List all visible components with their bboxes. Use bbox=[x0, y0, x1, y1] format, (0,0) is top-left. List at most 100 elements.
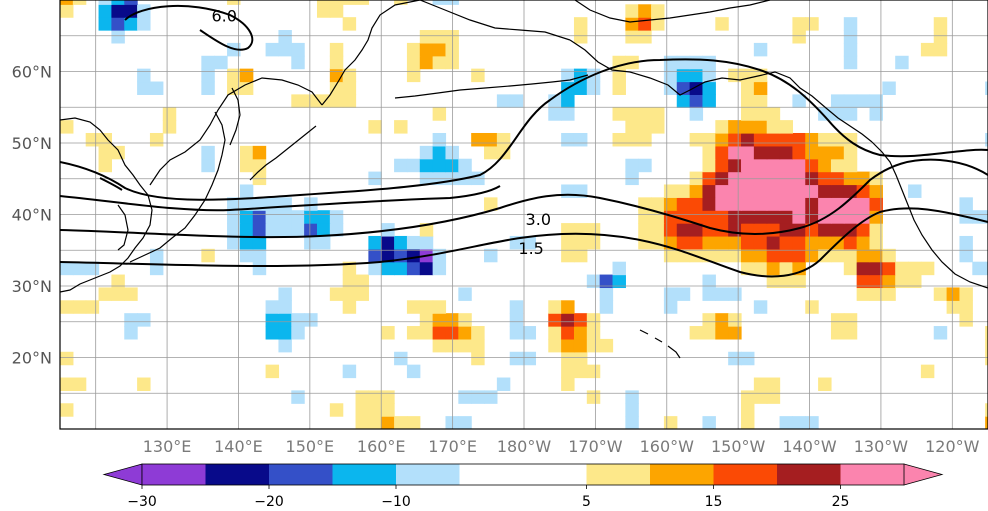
anomaly-cell bbox=[329, 55, 344, 70]
anomaly-cell bbox=[779, 158, 794, 173]
anomaly-cell bbox=[663, 287, 678, 301]
anomaly-cell bbox=[291, 390, 305, 404]
anomaly-cell bbox=[124, 17, 138, 31]
anomaly-cell bbox=[933, 326, 948, 340]
anomaly-cell bbox=[741, 81, 755, 95]
anomaly-cell bbox=[201, 145, 215, 160]
anomaly-cell bbox=[406, 300, 421, 314]
anomaly-cell bbox=[381, 326, 395, 340]
anomaly-cell bbox=[124, 0, 138, 5]
anomaly-cell bbox=[445, 42, 459, 57]
anomaly-cell bbox=[124, 313, 138, 327]
anomaly-cell bbox=[792, 171, 806, 186]
longitude-label: 130°E bbox=[143, 437, 192, 456]
anomaly-cell bbox=[419, 300, 434, 314]
anomaly-cell bbox=[432, 145, 447, 160]
colorbar-frame bbox=[141, 463, 905, 486]
anomaly-cell bbox=[278, 30, 292, 44]
anomaly-cell bbox=[239, 145, 254, 160]
anomaly-cell bbox=[818, 184, 832, 198]
anomaly-cell bbox=[60, 377, 74, 391]
anomaly-cell bbox=[162, 120, 177, 134]
anomaly-cell bbox=[342, 287, 357, 301]
colorbar-bin bbox=[205, 464, 270, 485]
anomaly-cell bbox=[651, 197, 665, 211]
anomaly-cell bbox=[599, 338, 614, 353]
anomaly-cell bbox=[85, 300, 100, 314]
anomaly-cell bbox=[766, 210, 781, 224]
anomaly-cell bbox=[432, 248, 447, 263]
anomaly-cell bbox=[522, 351, 537, 366]
anomaly-cell bbox=[663, 81, 678, 95]
anomaly-cell bbox=[959, 235, 973, 250]
anomaly-cell bbox=[625, 403, 639, 417]
anomaly-cell bbox=[573, 235, 588, 250]
anomaly-cell bbox=[60, 261, 74, 276]
anomaly-cell bbox=[509, 326, 524, 340]
anomaly-cell bbox=[869, 274, 883, 289]
coastline-alaska bbox=[569, 39, 873, 143]
anomaly-cell bbox=[869, 197, 883, 211]
colorbar-bin bbox=[459, 464, 587, 485]
contour-upper bbox=[60, 58, 988, 201]
anomaly-cell bbox=[278, 326, 292, 340]
anomaly-cell bbox=[124, 287, 138, 301]
anomaly-cell bbox=[753, 132, 768, 147]
anomaly-cell bbox=[843, 158, 858, 173]
anomaly-cell bbox=[355, 390, 369, 404]
anomaly-cell bbox=[766, 223, 781, 237]
anomaly-cell bbox=[908, 274, 922, 289]
anomaly-cell bbox=[265, 197, 280, 211]
anomaly-cell bbox=[573, 17, 588, 31]
anomaly-cell bbox=[689, 184, 704, 198]
anomaly-cell bbox=[458, 338, 472, 353]
latitude-label: 60°N bbox=[12, 63, 52, 82]
anomaly-cell bbox=[843, 313, 858, 327]
anomaly-cell bbox=[509, 94, 524, 108]
anomaly-cell bbox=[561, 248, 575, 263]
colorbar-bin bbox=[586, 464, 651, 485]
anomaly-cell bbox=[818, 235, 832, 250]
anomaly-cell bbox=[561, 364, 575, 379]
anomaly-cell bbox=[856, 261, 871, 276]
anomaly-cell bbox=[882, 261, 896, 276]
anomaly-cell bbox=[561, 132, 575, 147]
anomaly-cell bbox=[779, 248, 794, 263]
anomaly-cell bbox=[869, 184, 883, 198]
anomaly-cell bbox=[663, 248, 678, 263]
longitude-label: 160°W bbox=[640, 437, 695, 456]
anomaly-cell bbox=[766, 184, 781, 198]
colorbar: −30 −20 −10 5 15 25 bbox=[102, 463, 944, 510]
anomaly-cell bbox=[304, 313, 318, 327]
anomaly-cell bbox=[227, 223, 241, 237]
anomaly-cell bbox=[432, 300, 447, 314]
anomaly-cell bbox=[741, 261, 755, 276]
anomaly-cell bbox=[573, 364, 588, 379]
anomaly-cell bbox=[60, 351, 74, 366]
anomaly-cell bbox=[406, 55, 421, 70]
anomaly-cell bbox=[741, 416, 755, 429]
anomaly-cell bbox=[663, 184, 678, 198]
anomaly-cell bbox=[445, 171, 459, 186]
anomaly-cell bbox=[985, 403, 988, 417]
anomaly-cell bbox=[843, 326, 858, 340]
anomaly-cell bbox=[625, 132, 639, 147]
anomaly-cell bbox=[316, 223, 331, 237]
anomaly-cell bbox=[548, 300, 562, 314]
anomaly-cell bbox=[779, 197, 794, 211]
anomaly-cell bbox=[458, 313, 472, 327]
anomaly-cell bbox=[625, 158, 639, 173]
anomaly-cell bbox=[394, 416, 408, 429]
anomaly-cell bbox=[728, 158, 742, 173]
coastlines bbox=[60, 0, 988, 359]
anomaly-cell bbox=[291, 55, 305, 70]
anomaly-cell bbox=[329, 42, 344, 57]
anomaly-cell bbox=[304, 94, 318, 108]
contour-label: 1.5 bbox=[518, 239, 543, 258]
anomaly-cell bbox=[419, 30, 434, 44]
anomaly-cell bbox=[394, 120, 408, 134]
anomaly-cell bbox=[741, 390, 755, 404]
anomaly-cell bbox=[137, 377, 151, 391]
anomaly-cell bbox=[689, 55, 704, 70]
anomaly-cell bbox=[728, 120, 742, 134]
